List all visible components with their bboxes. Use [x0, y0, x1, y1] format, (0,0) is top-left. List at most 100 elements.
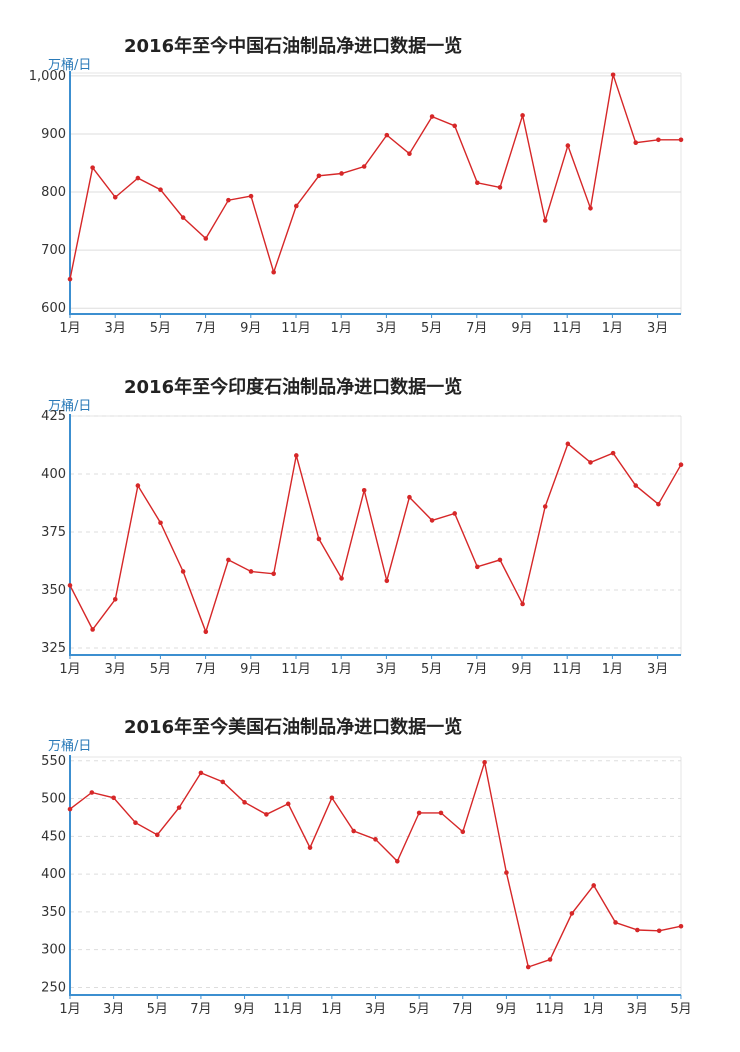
- x-tick-label: 1月: [331, 662, 352, 677]
- data-point: [89, 790, 95, 795]
- china-line-chart: 600 700 800 900 1,000 1月 3月 5月 7月 9月 11月 1月 3月 5月 7月 9月…: [29, 69, 684, 336]
- data-point: [569, 911, 575, 916]
- x-tick-label: 3月: [376, 662, 397, 677]
- series-line: [69, 74, 681, 280]
- x-tick-label: 7月: [466, 662, 487, 677]
- data-point: [198, 770, 204, 776]
- data-point: [656, 928, 662, 934]
- data-point: [248, 193, 254, 199]
- y-tick-label: 250: [41, 980, 66, 995]
- data-point: [452, 123, 458, 129]
- data-point: [429, 114, 435, 119]
- india-line-chart: 325 350 375 400 425 1月 3月 5月 7月 9月 11月 1月 3月 5月 7月 9月 11…: [41, 409, 684, 677]
- x-tick-label: 3月: [647, 662, 668, 677]
- x-tick-label: 5月: [150, 662, 171, 677]
- data-point: [565, 441, 571, 447]
- x-tick-label: 7月: [195, 662, 216, 677]
- data-point: [293, 453, 299, 458]
- data-point: [203, 236, 209, 241]
- x-tick-label: 5月: [421, 321, 442, 336]
- data-point: [542, 504, 548, 509]
- x-tick-label: 5月: [670, 1002, 691, 1017]
- data-point: [220, 779, 226, 785]
- data-point: [339, 171, 344, 176]
- y-axis-unit-label: 万桶/日: [48, 58, 92, 73]
- x-tick-label: 9月: [511, 662, 532, 677]
- data-point: [361, 487, 367, 493]
- data-point: [271, 269, 276, 275]
- data-point: [635, 927, 640, 933]
- data-point: [242, 800, 247, 805]
- y-tick-label: 550: [41, 754, 66, 769]
- data-point: [158, 187, 163, 193]
- data-point: [452, 511, 458, 516]
- x-tick-label: 11月: [281, 662, 311, 677]
- x-tick-label: 9月: [511, 321, 532, 336]
- data-point: [180, 569, 186, 574]
- data-point: [610, 450, 616, 456]
- series-line: [69, 442, 682, 634]
- data-point: [520, 601, 525, 607]
- x-tick-label: 1月: [583, 1002, 604, 1017]
- x-tick-label: 11月: [552, 321, 582, 336]
- data-point: [678, 462, 684, 468]
- x-tick-label: 3月: [103, 1002, 124, 1017]
- data-point: [67, 276, 73, 282]
- data-point: [613, 920, 618, 925]
- chart-title: 2016年至今印度石油制品净进口数据一览: [124, 377, 463, 398]
- data-point: [656, 501, 661, 507]
- data-point: [293, 203, 299, 209]
- data-point: [429, 518, 435, 523]
- data-point: [656, 137, 661, 143]
- x-tick-label: 5月: [150, 321, 171, 336]
- y-tick-label: 425: [41, 409, 66, 424]
- data-point: [226, 557, 231, 563]
- data-point: [542, 218, 548, 223]
- data-point: [339, 576, 344, 581]
- data-point: [285, 801, 291, 807]
- data-point: [633, 140, 639, 145]
- x-tick-label: 1月: [321, 1002, 342, 1017]
- data-point: [373, 837, 378, 842]
- data-point: [158, 520, 163, 526]
- data-point: [180, 215, 186, 220]
- x-tick-label: 1月: [602, 662, 623, 677]
- data-point: [90, 627, 95, 632]
- data-point: [588, 206, 593, 211]
- x-tick-label: 5月: [147, 1002, 168, 1017]
- data-point: [475, 564, 480, 570]
- data-point: [438, 810, 444, 816]
- data-point: [497, 557, 503, 563]
- data-point: [264, 812, 269, 817]
- y-tick-label: 700: [41, 243, 66, 258]
- data-point: [271, 571, 276, 577]
- x-tick-label: 7月: [195, 321, 216, 336]
- y-tick-label: 450: [41, 829, 66, 844]
- data-point: [135, 483, 141, 488]
- data-point: [407, 494, 412, 500]
- data-point: [395, 858, 400, 864]
- x-tick-label: 1月: [59, 321, 80, 336]
- data-point: [67, 583, 73, 588]
- x-tick-label: 3月: [365, 1002, 386, 1017]
- data-point: [460, 829, 466, 835]
- x-tick-label: 1月: [59, 1002, 80, 1017]
- data-point: [226, 197, 231, 203]
- data-point: [361, 164, 367, 169]
- data-point: [135, 175, 141, 181]
- data-point: [90, 165, 95, 170]
- data-point: [482, 759, 487, 765]
- data-point: [407, 151, 412, 157]
- x-tick-label: 5月: [421, 662, 442, 677]
- data-point: [565, 143, 571, 148]
- usa-line-chart: 250 300 350 400 450 500 550 1月 3月 5月 7月 9月 11月 1月 3月 5月…: [41, 754, 691, 1017]
- y-tick-label: 400: [41, 867, 66, 882]
- data-point: [475, 180, 480, 186]
- y-tick-label: 800: [41, 185, 66, 200]
- data-point: [112, 597, 118, 602]
- data-point: [133, 820, 138, 826]
- x-tick-label: 3月: [647, 321, 668, 336]
- china-chart-panel: 2016年至今中国石油制品净进口数据一览 万桶/日 600 700 800 900 1,…: [0, 32, 740, 342]
- data-point: [520, 113, 525, 118]
- x-tick-label: 11月: [552, 662, 582, 677]
